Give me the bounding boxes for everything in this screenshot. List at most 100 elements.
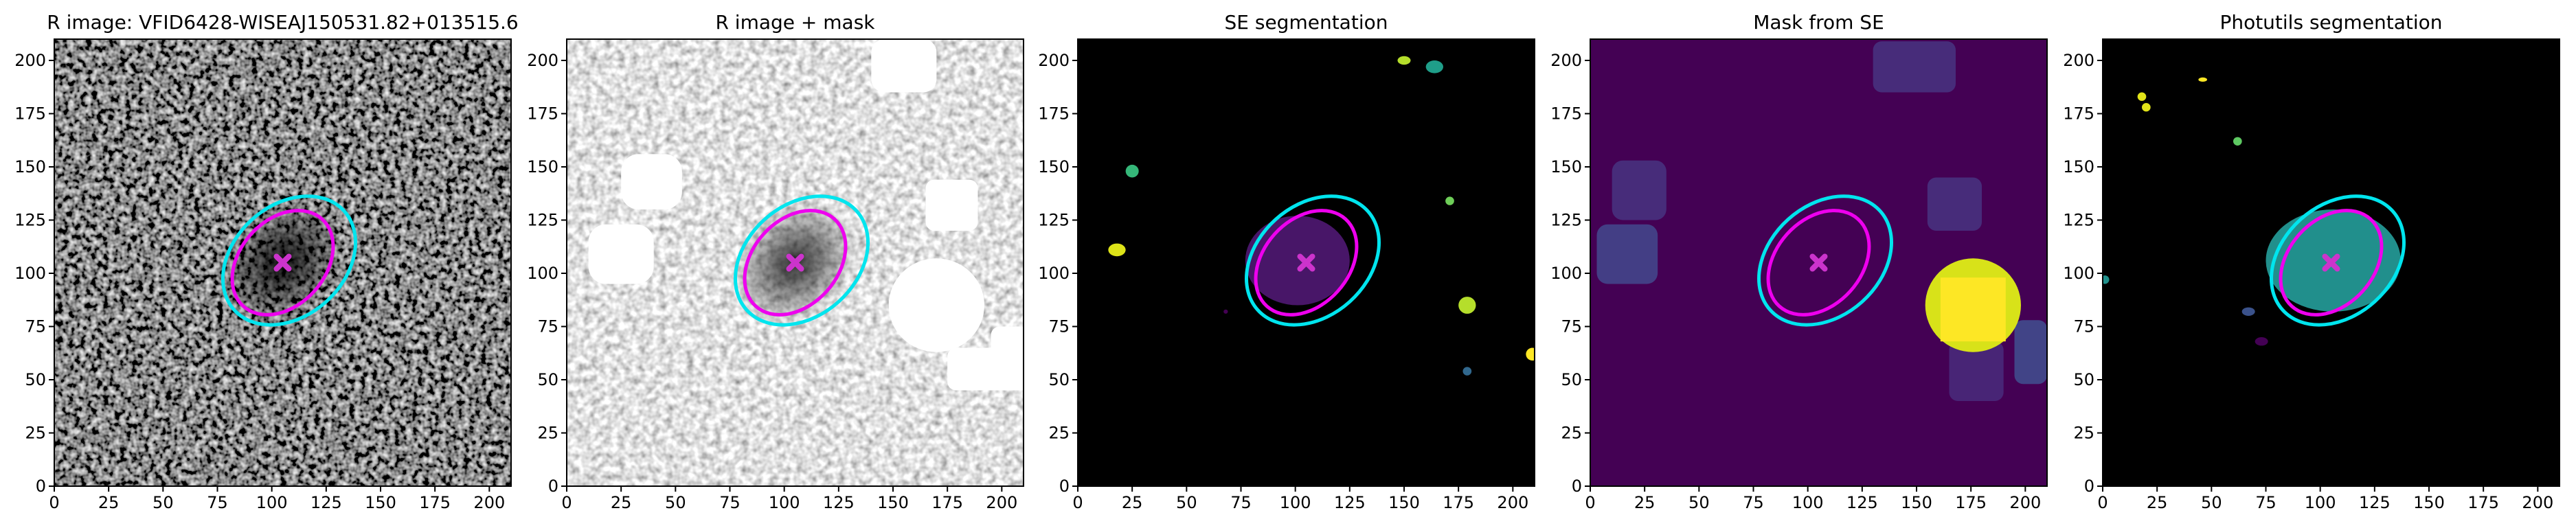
x-tick-label: 25 xyxy=(1634,493,1656,512)
segment xyxy=(888,258,985,352)
segment xyxy=(1462,367,1472,376)
axes-frame xyxy=(566,38,1024,487)
segment xyxy=(1445,196,1454,205)
segment xyxy=(1223,309,1228,314)
x-tick-label: 200 xyxy=(473,493,505,512)
aperture-ellipse xyxy=(743,209,848,317)
panel xyxy=(54,39,511,486)
y-tick-label: 25 xyxy=(1561,424,1582,443)
y-tick-label: 175 xyxy=(1550,104,1582,124)
panel-title: Photutils segmentation xyxy=(2219,11,2442,34)
segment xyxy=(621,154,682,209)
x-tick-label: 0 xyxy=(1585,493,1595,512)
aperture-ellipse xyxy=(230,209,335,317)
y-tick-label: 100 xyxy=(2063,264,2094,283)
axes-frame xyxy=(1590,38,2048,487)
segment xyxy=(2103,275,2110,284)
panel xyxy=(567,39,1024,486)
x-tick-label: 75 xyxy=(1743,493,1764,512)
y-tick-label: 150 xyxy=(14,157,46,176)
center-marker xyxy=(1809,253,1828,272)
y-tick-label: 50 xyxy=(25,370,46,389)
x-tick-label: 75 xyxy=(1230,493,1252,512)
y-tick-label: 75 xyxy=(1048,317,1070,336)
y-tick-label: 75 xyxy=(1561,317,1582,336)
x-tick-label: 50 xyxy=(2201,493,2222,512)
y-tick-label: 175 xyxy=(2063,104,2094,124)
panel-title: R image + mask xyxy=(715,11,875,34)
axes-frame xyxy=(2102,38,2560,487)
segment xyxy=(871,39,937,93)
x-tick-label: 125 xyxy=(1846,493,1878,512)
x-tick-label: 175 xyxy=(419,493,451,512)
aperture-ellipse xyxy=(2279,209,2384,317)
segment xyxy=(1245,216,1350,306)
segment xyxy=(925,179,978,231)
x-tick-label: 50 xyxy=(665,493,686,512)
x-tick-label: 150 xyxy=(1388,493,1420,512)
x-tick-label: 50 xyxy=(1176,493,1197,512)
x-tick-label: 25 xyxy=(98,493,120,512)
x-tick-label: 175 xyxy=(1443,493,1474,512)
x-tick-label: 25 xyxy=(1122,493,1143,512)
y-tick-label: 0 xyxy=(36,477,46,496)
y-tick-label: 100 xyxy=(1550,264,1582,283)
y-tick-label: 100 xyxy=(1038,264,1070,283)
y-tick-label: 200 xyxy=(1038,51,1070,70)
x-tick-label: 200 xyxy=(1497,493,1528,512)
x-tick-label: 0 xyxy=(1072,493,1083,512)
y-tick-label: 100 xyxy=(527,264,558,283)
segment xyxy=(1873,41,1956,93)
y-tick-label: 75 xyxy=(2073,317,2094,336)
segment xyxy=(2137,92,2147,101)
y-tick-label: 200 xyxy=(14,51,46,70)
y-tick-label: 50 xyxy=(1048,370,1070,389)
panel xyxy=(2103,39,2560,486)
segment xyxy=(1927,177,1982,231)
y-tick-label: 125 xyxy=(527,211,558,230)
x-tick-label: 175 xyxy=(2467,493,2499,512)
segment xyxy=(991,326,1024,391)
x-tick-label: 200 xyxy=(986,493,1017,512)
segment xyxy=(1397,56,1411,65)
x-tick-label: 25 xyxy=(2147,493,2168,512)
y-tick-label: 150 xyxy=(1038,157,1070,176)
y-tick-label: 175 xyxy=(14,104,46,124)
x-tick-label: 175 xyxy=(931,493,963,512)
segment xyxy=(2233,137,2242,146)
x-tick-label: 175 xyxy=(1955,493,1987,512)
segment xyxy=(1526,347,1535,361)
axes-frame xyxy=(1077,38,1535,487)
y-tick-label: 25 xyxy=(25,424,46,443)
segment xyxy=(2142,103,2151,112)
y-tick-label: 175 xyxy=(527,104,558,124)
y-tick-label: 0 xyxy=(548,477,558,496)
y-tick-label: 150 xyxy=(2063,157,2094,176)
x-tick-label: 150 xyxy=(365,493,396,512)
y-tick-label: 200 xyxy=(2063,51,2094,70)
segment xyxy=(1108,243,1126,257)
y-tick-label: 100 xyxy=(14,264,46,283)
axes-frame xyxy=(54,38,512,487)
y-tick-label: 75 xyxy=(25,317,46,336)
segment xyxy=(1940,277,2006,342)
segment xyxy=(1596,224,1658,284)
y-tick-label: 50 xyxy=(537,370,558,389)
segment xyxy=(1125,164,1139,178)
segment xyxy=(2198,77,2208,82)
y-tick-label: 50 xyxy=(1561,370,1582,389)
x-tick-label: 75 xyxy=(2255,493,2276,512)
y-tick-label: 200 xyxy=(527,51,558,70)
aperture-ellipse xyxy=(2270,194,2406,327)
x-tick-label: 150 xyxy=(2413,493,2445,512)
x-tick-label: 25 xyxy=(611,493,632,512)
segment xyxy=(1612,160,1667,220)
x-tick-label: 0 xyxy=(561,493,572,512)
segment xyxy=(2241,307,2255,316)
y-tick-label: 25 xyxy=(2073,424,2094,443)
segment xyxy=(1458,297,1476,314)
aperture-ellipse xyxy=(1245,194,1381,327)
aperture-ellipse xyxy=(221,194,357,327)
y-tick-label: 150 xyxy=(1550,157,1582,176)
